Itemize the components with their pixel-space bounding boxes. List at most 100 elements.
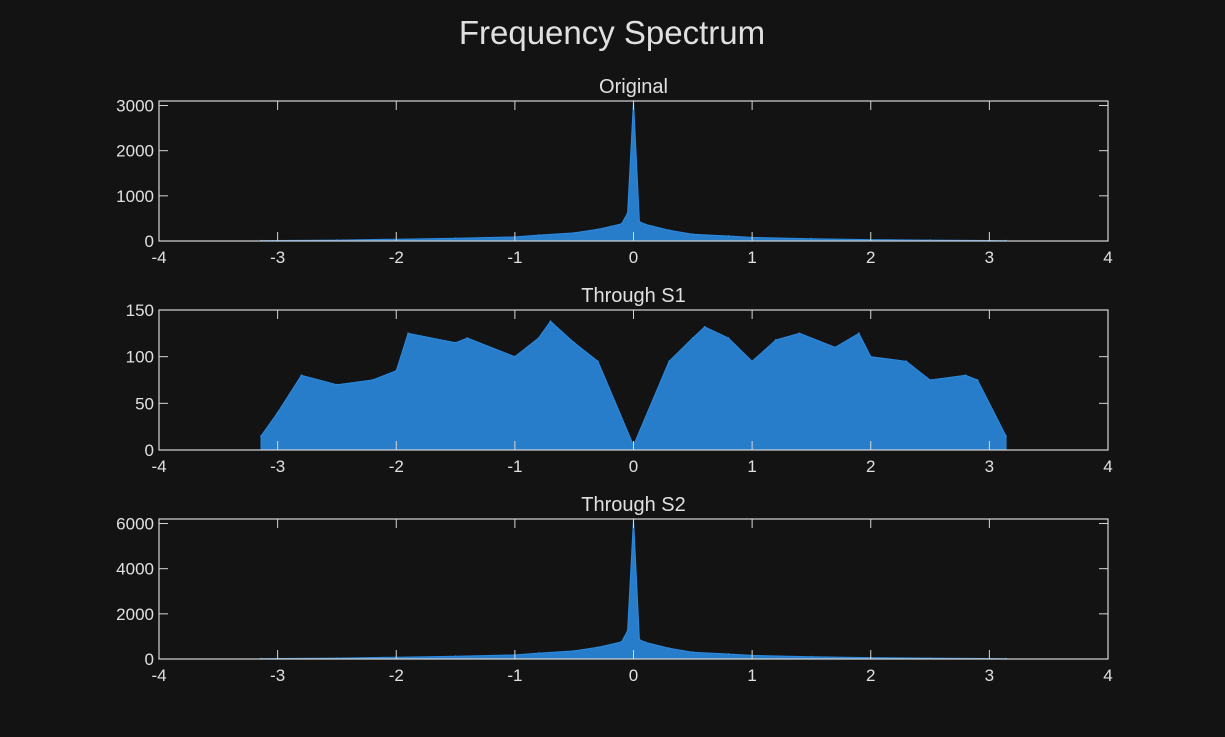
- y-tick-label: 0: [145, 441, 154, 460]
- x-tick-label: -4: [151, 666, 166, 685]
- data-point: [644, 641, 647, 644]
- x-tick-label: -2: [389, 248, 404, 267]
- data-point: [537, 234, 540, 237]
- data-point: [869, 355, 872, 358]
- y-tick-label: 2000: [116, 142, 154, 161]
- data-point: [597, 360, 599, 363]
- data-point: [1005, 435, 1007, 437]
- x-tick-label: 3: [985, 457, 994, 476]
- data-point: [638, 220, 641, 223]
- subplots: Original-4 -3 -2 -1 0 1 2 3 40100020003000Throug…: [116, 76, 1113, 685]
- y-tick-label: 100: [126, 348, 154, 367]
- subplot-2: Through S1 -4 -3 -2 -1 0 1 2 3 4 0 50 100 150: [126, 285, 1113, 476]
- y-tick-label: 1000: [116, 187, 154, 206]
- x-tick-label: -4: [151, 457, 166, 476]
- data-point: [597, 646, 599, 649]
- data-point: [626, 629, 629, 632]
- data-point: [751, 360, 753, 363]
- figure-title: Frequency Spectrum: [459, 14, 765, 51]
- data-point: [638, 638, 641, 641]
- x-tick-label: 1: [747, 248, 756, 267]
- x-tick-label: 0: [629, 666, 638, 685]
- x-tick-label: -1: [507, 457, 522, 476]
- y-tick-label: 0: [145, 650, 154, 669]
- x-tick-label: 0: [629, 248, 638, 267]
- data-point: [454, 237, 457, 240]
- data-point: [573, 650, 576, 652]
- data-point: [549, 320, 552, 323]
- data-point: [703, 325, 706, 328]
- x-tick-label: 2: [866, 457, 875, 476]
- x-tick-label: -1: [507, 248, 522, 267]
- data-point: [276, 411, 279, 414]
- data-point: [727, 235, 730, 237]
- x-tick-label: 1: [747, 457, 756, 476]
- data-point: [454, 655, 457, 658]
- x-tick-label: 2: [866, 666, 875, 685]
- data-point: [573, 341, 576, 344]
- y-tick-label: 2000: [116, 605, 154, 624]
- subplot-title: Original: [599, 76, 668, 98]
- data-point: [976, 379, 979, 381]
- x-tick-label: 3: [985, 248, 994, 267]
- data-point: [597, 228, 599, 231]
- data-point: [371, 379, 374, 381]
- series-line: [260, 100, 1007, 242]
- data-point: [644, 223, 647, 226]
- data-point: [691, 337, 694, 339]
- data-point: [336, 383, 338, 386]
- data-point: [798, 332, 801, 335]
- x-tick-label: 4: [1103, 457, 1112, 476]
- data-point: [691, 651, 694, 654]
- x-tick-label: 4: [1103, 666, 1112, 685]
- data-point: [668, 360, 670, 363]
- data-point: [727, 653, 730, 655]
- data-point: [810, 237, 813, 240]
- data-point: [573, 232, 576, 234]
- data-point: [775, 339, 777, 341]
- data-point: [834, 346, 837, 349]
- data-point: [668, 229, 670, 232]
- x-tick-label: -2: [389, 457, 404, 476]
- x-tick-label: -3: [270, 457, 285, 476]
- x-tick-label: 4: [1103, 248, 1112, 267]
- data-point: [620, 640, 623, 643]
- series-line: [260, 518, 1007, 660]
- data-point: [300, 374, 303, 377]
- x-tick-label: 2: [866, 248, 875, 267]
- subplot-title: Through S1: [581, 285, 686, 307]
- subplot-title: Through S2: [581, 494, 686, 516]
- y-tick-label: 150: [126, 301, 154, 320]
- x-tick-label: -3: [270, 666, 285, 685]
- data-point: [929, 379, 931, 381]
- x-tick-label: -2: [389, 666, 404, 685]
- data-point: [727, 337, 730, 339]
- data-point: [514, 355, 516, 358]
- x-tick-label: -1: [507, 666, 522, 685]
- data-point: [537, 337, 540, 339]
- data-point: [691, 233, 694, 236]
- y-tick-label: 4000: [116, 560, 154, 579]
- x-tick-label: -3: [270, 248, 285, 267]
- x-tick-label: -4: [151, 248, 166, 267]
- data-point: [858, 332, 860, 335]
- y-tick-label: 50: [135, 394, 154, 413]
- x-tick-label: 1: [747, 666, 756, 685]
- data-point: [395, 369, 398, 372]
- data-point: [454, 341, 457, 344]
- data-point: [810, 655, 813, 658]
- data-point: [407, 332, 409, 335]
- data-point: [620, 222, 623, 225]
- data-point: [668, 647, 670, 650]
- data-point: [260, 435, 262, 437]
- subplot-1: Original -4 -3 -2 -1 0 1 2 3 4 0 1000 2000 3000: [116, 76, 1113, 267]
- data-point: [537, 652, 540, 654]
- data-point: [626, 212, 629, 214]
- y-tick-label: 0: [145, 232, 154, 251]
- y-tick-label: 6000: [116, 515, 154, 534]
- x-tick-label: 3: [985, 666, 994, 685]
- y-tick-label: 3000: [116, 97, 154, 116]
- subplot-3: Through S2 -4 -3 -2 -1 0 1 2 3 4 0 2000 4000 6000: [116, 494, 1113, 685]
